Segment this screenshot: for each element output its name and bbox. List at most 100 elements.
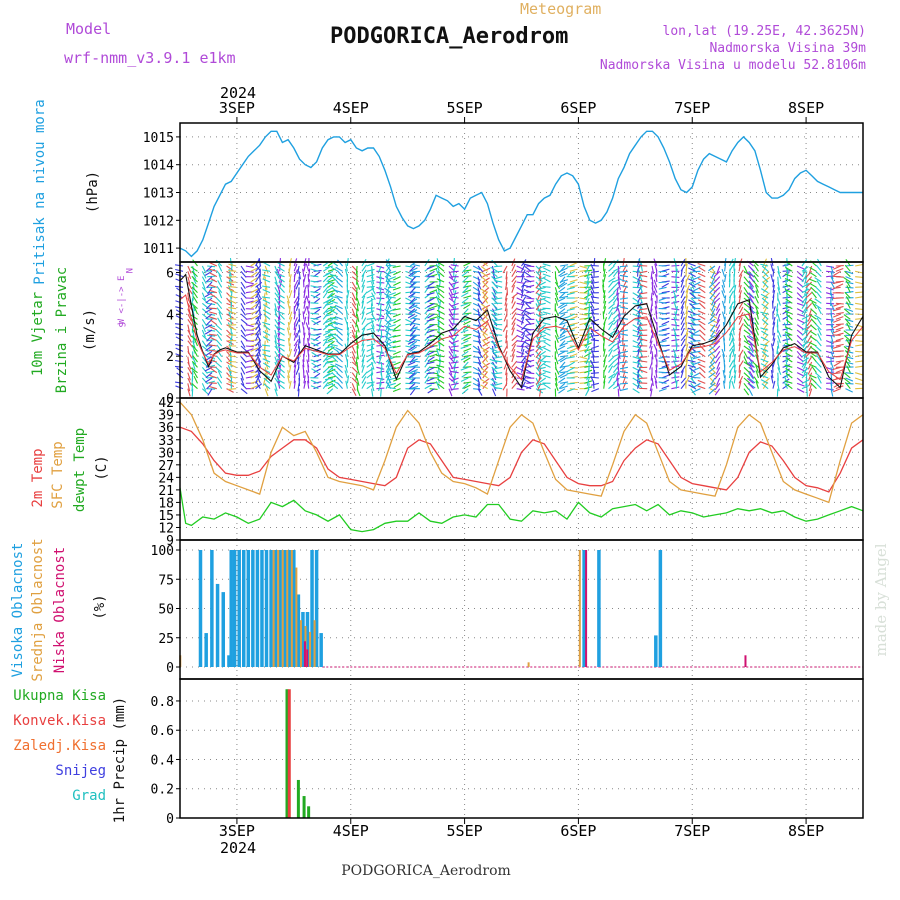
wind-barb xyxy=(855,360,864,363)
wind-barb xyxy=(384,335,392,342)
wind-barb xyxy=(569,371,578,374)
wind-barb xyxy=(639,274,648,278)
wind-barb xyxy=(297,388,300,397)
wind-barb xyxy=(569,360,578,363)
wind-barb xyxy=(255,381,261,389)
wind-barb xyxy=(708,366,716,373)
wind-barb xyxy=(226,276,234,282)
wind-barb xyxy=(380,345,383,355)
wind-barb xyxy=(805,302,813,310)
wind-barb xyxy=(240,313,248,320)
wind-barb xyxy=(651,287,655,296)
wind-barb xyxy=(463,381,472,384)
wind-barb xyxy=(526,372,535,375)
date-tick-label: 5SEP xyxy=(447,822,483,840)
wind-barb xyxy=(804,324,808,333)
wind-barb xyxy=(378,351,382,360)
wind-barb xyxy=(376,302,385,306)
wind-barb xyxy=(619,306,629,310)
wind-barb xyxy=(255,323,261,331)
wind-barb xyxy=(520,364,525,373)
wind-barb xyxy=(855,270,864,274)
wind-barb xyxy=(327,293,335,299)
wind-barb xyxy=(288,348,292,357)
wind-barb xyxy=(843,346,851,352)
wind-barb xyxy=(361,327,366,336)
wind-barb xyxy=(653,375,658,384)
wind-barb xyxy=(278,313,285,320)
wind-barb xyxy=(361,338,365,347)
high-cloud-bar xyxy=(264,550,269,667)
station-title: PODGORICA_Aerodrom xyxy=(330,24,568,49)
wind-barb xyxy=(511,301,516,309)
wind-barb xyxy=(325,281,334,286)
high-cloud-bar xyxy=(241,550,246,667)
wind-barb xyxy=(209,272,218,278)
wind-barb xyxy=(216,307,223,315)
wind-barb xyxy=(639,356,648,358)
wind-barb xyxy=(680,354,684,363)
wind-barb xyxy=(411,270,420,273)
wind-barb xyxy=(566,265,575,268)
wind-barb xyxy=(590,274,595,283)
wind-barb xyxy=(201,388,209,395)
wind-barb xyxy=(743,308,751,315)
wind-barb xyxy=(772,284,775,293)
wind-barb xyxy=(855,281,864,285)
wind-barb xyxy=(524,266,532,272)
wind-barb xyxy=(608,340,616,347)
wind-barb xyxy=(288,364,292,373)
wind-barb xyxy=(483,296,489,304)
wind-barb xyxy=(494,308,503,311)
wind-barb xyxy=(619,333,628,336)
wind-barb xyxy=(192,356,197,365)
wind-barb xyxy=(376,370,385,374)
wind-barb xyxy=(692,350,701,354)
wind-barb xyxy=(613,267,621,272)
wind-barb xyxy=(482,277,490,283)
wind-barb xyxy=(361,306,366,315)
wind-barb xyxy=(785,300,789,309)
wind-barb xyxy=(494,265,503,268)
wind-barb xyxy=(590,361,599,364)
wind-barb xyxy=(250,347,259,352)
wind-barb xyxy=(313,363,322,368)
wind-barb xyxy=(385,338,390,347)
wind-barb xyxy=(262,285,271,288)
wind-barb xyxy=(263,373,271,379)
wind-barb xyxy=(585,340,590,349)
wind-barb xyxy=(278,367,285,374)
wind-barb xyxy=(692,276,701,281)
wind-barb xyxy=(697,379,706,384)
compass-s-label: S xyxy=(116,322,126,327)
wind-barb xyxy=(672,348,677,357)
wind-barb xyxy=(655,364,658,373)
wind-barb xyxy=(387,349,396,352)
high-cloud-bar xyxy=(282,550,287,667)
wind-barb xyxy=(387,382,396,387)
wind-barb xyxy=(543,347,551,352)
wind-barb xyxy=(336,372,343,379)
wind-barb xyxy=(783,343,788,352)
wind-barb xyxy=(205,265,213,272)
wind-barb xyxy=(846,365,851,373)
wind-barb xyxy=(482,333,489,341)
wind-barb xyxy=(612,371,619,379)
wind-barb xyxy=(490,378,498,384)
wind-barb xyxy=(608,286,615,294)
wind-barb xyxy=(366,347,375,352)
wind-barb xyxy=(491,388,497,397)
wind-barb xyxy=(833,361,841,367)
wind-barb xyxy=(538,276,546,281)
wind-barb xyxy=(277,266,285,272)
wind-barb xyxy=(262,336,271,342)
wind-barb xyxy=(830,329,835,338)
wind-barb xyxy=(692,356,701,360)
wind-barb xyxy=(738,279,741,288)
wind-barb xyxy=(462,265,469,273)
wind-barb xyxy=(201,286,209,294)
wind-barb xyxy=(830,324,835,333)
wind-barb xyxy=(784,273,793,278)
wind-barb xyxy=(661,327,670,331)
wind-barb xyxy=(429,316,438,320)
